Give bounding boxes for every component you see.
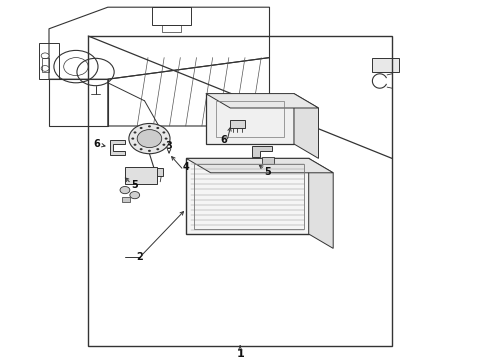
Circle shape xyxy=(130,192,140,199)
Polygon shape xyxy=(252,146,272,157)
Text: 4: 4 xyxy=(183,162,190,172)
Circle shape xyxy=(377,59,380,62)
Circle shape xyxy=(165,138,168,140)
Polygon shape xyxy=(122,197,130,202)
Polygon shape xyxy=(294,94,318,158)
Bar xyxy=(152,7,191,25)
Circle shape xyxy=(162,131,165,134)
Bar xyxy=(150,168,163,176)
Circle shape xyxy=(384,59,387,62)
Bar xyxy=(39,43,59,79)
Circle shape xyxy=(162,144,165,146)
Bar xyxy=(262,157,274,164)
Bar xyxy=(125,167,157,184)
Polygon shape xyxy=(206,94,294,144)
Polygon shape xyxy=(110,140,125,155)
Circle shape xyxy=(384,59,387,62)
Bar xyxy=(162,25,181,32)
Circle shape xyxy=(384,59,387,62)
Text: 6: 6 xyxy=(94,139,100,149)
Circle shape xyxy=(131,138,134,140)
Circle shape xyxy=(41,53,49,59)
Text: 5: 5 xyxy=(131,180,138,190)
Polygon shape xyxy=(186,158,333,173)
Polygon shape xyxy=(186,158,309,234)
Text: 2: 2 xyxy=(136,252,143,262)
Circle shape xyxy=(129,123,170,154)
Circle shape xyxy=(391,59,394,62)
Circle shape xyxy=(391,59,394,62)
Bar xyxy=(88,36,392,346)
Text: 1: 1 xyxy=(236,348,244,359)
Bar xyxy=(230,120,245,128)
Circle shape xyxy=(148,150,151,152)
Circle shape xyxy=(134,131,137,134)
Text: 5: 5 xyxy=(264,167,271,177)
Text: 3: 3 xyxy=(166,141,172,151)
Circle shape xyxy=(156,127,159,129)
Circle shape xyxy=(120,186,130,194)
Circle shape xyxy=(377,59,380,62)
Circle shape xyxy=(377,59,380,62)
Circle shape xyxy=(134,144,137,146)
Circle shape xyxy=(156,148,159,150)
Bar xyxy=(42,58,49,72)
Polygon shape xyxy=(206,94,318,108)
Circle shape xyxy=(41,66,49,71)
Circle shape xyxy=(140,127,143,129)
Circle shape xyxy=(137,130,162,148)
Circle shape xyxy=(140,148,143,150)
Circle shape xyxy=(391,59,394,62)
Circle shape xyxy=(148,125,151,127)
Bar xyxy=(372,58,399,72)
Text: 6: 6 xyxy=(220,135,227,145)
Polygon shape xyxy=(309,158,333,248)
